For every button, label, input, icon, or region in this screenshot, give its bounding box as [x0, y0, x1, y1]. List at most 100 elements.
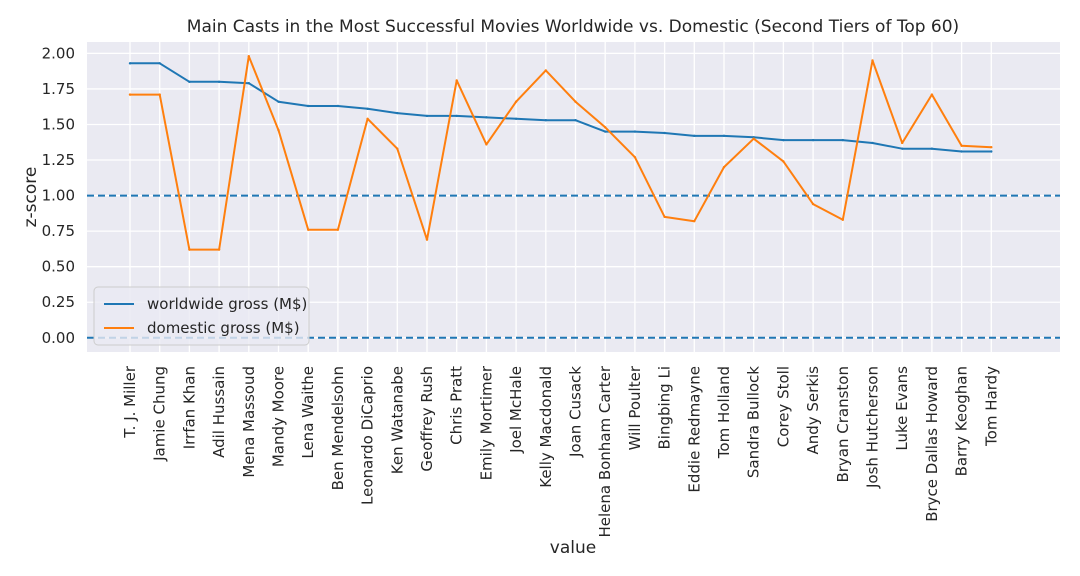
legend-label-worldwide: worldwide gross (M$) [147, 295, 307, 313]
x-tick-label: Bingbing Li [656, 366, 674, 450]
y-tick-label: 0.50 [42, 258, 75, 276]
series-0-point [663, 131, 666, 135]
x-tick-label: Jamie Chung [151, 366, 169, 462]
x-tick-label: Mandy Moore [270, 366, 288, 467]
series-1-point [455, 79, 458, 82]
series-layer [128, 55, 993, 251]
x-tick-label: Tom Hardy [982, 366, 1000, 447]
x-tick-label: Joel McHale [507, 366, 525, 454]
series-1-point [574, 100, 577, 103]
series-0-point [544, 119, 547, 122]
series-1-point [693, 219, 696, 223]
series-1-point [752, 137, 755, 140]
series-1-point [217, 248, 221, 251]
series-1-point [990, 146, 993, 149]
series-line-1 [130, 55, 992, 251]
series-0-point [841, 138, 844, 142]
x-tick-label: Joan Cusack [567, 366, 585, 458]
x-tick-label: Corey Stoll [774, 366, 792, 447]
series-0-point [633, 130, 637, 133]
series-0-point [277, 100, 280, 103]
series-0-point [336, 104, 340, 108]
series-0-point [782, 138, 785, 142]
series-1-point [307, 228, 310, 231]
x-tick-label: Eddie Redmayne [685, 366, 703, 493]
series-1-point [158, 93, 161, 96]
series-1-point [366, 117, 369, 120]
x-tick-label: Chris Pratt [448, 366, 466, 445]
y-tick-label: 0.25 [42, 293, 75, 311]
y-tick-label: 1.25 [42, 151, 75, 169]
y-tick-label: 2.00 [42, 44, 75, 62]
y-tick-label: 1.50 [42, 115, 75, 133]
series-0-point [455, 114, 458, 118]
x-tick-label: Sandra Bullock [745, 366, 763, 478]
y-tick-label: 1.75 [42, 80, 75, 98]
x-tick-label: Bryce Dallas Howard [923, 366, 941, 522]
series-0-point [128, 62, 132, 65]
series-1-point [544, 69, 547, 72]
series-1-point [811, 202, 815, 206]
x-tick-label: Luke Evans [893, 366, 911, 451]
series-1-point [633, 155, 637, 159]
x-tick-label: Ben Mendelsohn [329, 366, 347, 490]
series-1-point [188, 248, 191, 251]
x-tick-label: T. J. Miller [121, 365, 139, 439]
series-0-point [425, 114, 429, 118]
series-1-point [901, 141, 904, 145]
x-tick-label: Adil Hussain [210, 366, 228, 458]
series-1-point [128, 93, 132, 96]
series-1-point [663, 215, 666, 219]
legend-box [93, 286, 310, 346]
series-0-point [396, 111, 399, 115]
x-tick-label: Tom Holland [715, 366, 733, 459]
x-tick-label: Kelly Macdonald [537, 366, 555, 488]
x-tick-label: Andy Serkis [804, 366, 822, 455]
series-0-point [901, 147, 904, 150]
y-tick-label: 0.75 [42, 222, 75, 240]
series-0-point [514, 117, 518, 120]
series-1-point [277, 128, 280, 132]
series-1-point [604, 126, 607, 129]
series-0-point [247, 82, 250, 85]
series-1-point [871, 59, 874, 62]
series-0-point [604, 130, 607, 133]
y-tick-label: 1.00 [42, 187, 75, 205]
y-axis-label: z-score [21, 167, 41, 228]
x-axis-label: value [550, 538, 596, 558]
series-1-point [722, 165, 726, 169]
legend: worldwide gross (M$) domestic gross (M$) [93, 286, 310, 346]
series-0-point [217, 80, 221, 84]
series-0-point [485, 116, 488, 119]
x-tick-label: Helena Bonham Carter [596, 365, 614, 537]
x-tick-label: Will Poulter [626, 365, 644, 450]
series-0-point [990, 150, 993, 153]
series-1-point [485, 143, 488, 146]
x-tick-label: Barry Keoghan [953, 366, 971, 476]
series-line-0 [130, 62, 992, 153]
chart-title: Main Casts in the Most Successful Movies… [187, 17, 959, 37]
series-0-point [930, 147, 934, 150]
y-tick-labels: 0.00 0.25 0.50 0.75 1.00 1.25 1.50 1.75 2.00 [42, 44, 75, 346]
series-1-point [960, 144, 963, 148]
x-tick-label: Ken Watanabe [388, 366, 406, 474]
x-tick-label: Mena Massoud [240, 366, 258, 478]
series-0-point [366, 107, 369, 111]
series-0-point [188, 80, 191, 84]
series-0-point [722, 134, 726, 138]
x-tick-label: Emily Mortimer [477, 365, 495, 480]
y-tick-label: 0.00 [42, 329, 75, 347]
series-1-point [247, 55, 250, 58]
reference-lines [87, 194, 1060, 339]
series-1-point [841, 218, 844, 221]
series-1-point [930, 93, 934, 96]
series-1-point [782, 160, 785, 163]
series-0-point [960, 150, 963, 153]
x-tick-label: Leonardo DiCaprio [359, 366, 377, 505]
series-1-point [514, 100, 518, 103]
series-0-point [158, 62, 161, 65]
x-tick-label: Bryan Cranston [834, 366, 852, 483]
legend-label-domestic: domestic gross (M$) [147, 319, 300, 337]
series-1-point [396, 147, 399, 150]
